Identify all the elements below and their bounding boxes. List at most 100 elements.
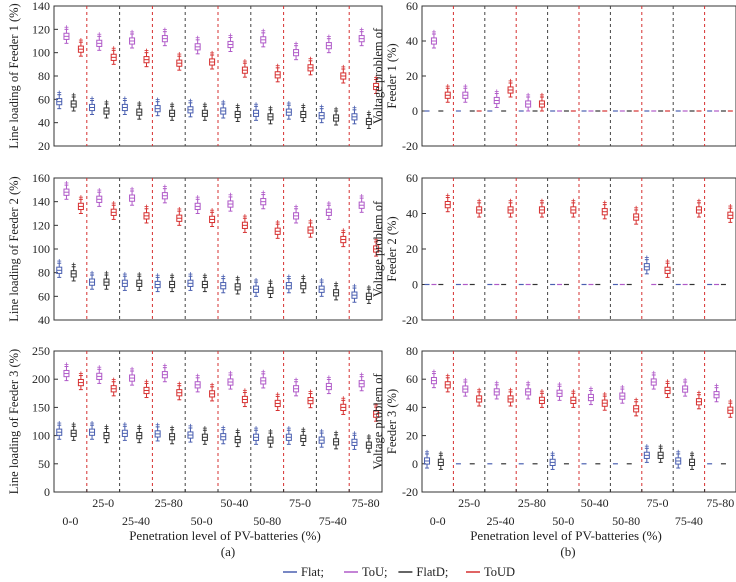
y-tick-label: 80 xyxy=(406,344,418,358)
y-tick-label: 100 xyxy=(32,242,50,256)
y-axis-label: Line loading of Feeder 2 (%) xyxy=(7,176,21,321)
y-tick-label: -20 xyxy=(402,485,418,499)
box-tou-75-0 xyxy=(293,377,300,397)
box-flat-75-0 xyxy=(285,426,292,445)
y-tick-label: -20 xyxy=(402,139,418,153)
box-toud-25-40 xyxy=(143,48,150,68)
box-flat-25-80 xyxy=(154,273,161,293)
box-toud-50-40 xyxy=(601,392,608,411)
y-tick-label: 40 xyxy=(38,116,50,130)
box-flat-50-0 xyxy=(187,423,194,443)
y-tick-label: 0 xyxy=(412,278,418,292)
box-toud-75-0 xyxy=(307,218,314,238)
box-tou-50-0 xyxy=(194,195,201,214)
box-toud-50-80 xyxy=(633,205,640,225)
box-flat-25-80 xyxy=(154,422,161,442)
box-tou-50-0 xyxy=(194,373,201,393)
plot-frame xyxy=(421,350,736,493)
box-tou-75-40 xyxy=(682,377,689,397)
box-flatd-75-40 xyxy=(333,430,340,450)
box-flat-50-80 xyxy=(253,426,260,445)
x-tick-label: 75-40 xyxy=(675,514,703,528)
legend: Flat; ToU; FlatD; ToUD xyxy=(283,565,515,579)
box-flatd-50-80 xyxy=(267,428,274,448)
box-toud-25-80 xyxy=(538,389,545,408)
box-toud-75-0 xyxy=(307,56,314,76)
box-flatd-25-40 xyxy=(136,272,143,291)
box-flatd-50-0 xyxy=(201,102,208,121)
y-tick-label: 100 xyxy=(32,429,50,443)
box-flat-75-0 xyxy=(285,274,292,294)
box-flatd-25-80 xyxy=(169,425,176,445)
box-flat-50-40 xyxy=(220,99,227,119)
box-toud-0-0 xyxy=(444,84,451,103)
box-toud-50-40 xyxy=(601,200,608,220)
box-tou-25-0 xyxy=(96,188,103,207)
box-tou-75-0 xyxy=(650,370,657,390)
box-flatd-50-0 xyxy=(201,273,208,293)
box-toud-25-40 xyxy=(507,78,514,98)
box-tou-25-40 xyxy=(493,380,500,400)
box-toud-25-40 xyxy=(507,387,514,407)
legend-label: ToU; xyxy=(362,565,388,579)
box-tou-50-40 xyxy=(227,192,234,212)
legend-item-flat: Flat; xyxy=(283,565,324,579)
box-flatd-25-40 xyxy=(136,101,143,120)
box-toud-75-0 xyxy=(664,259,671,278)
legend-item-toud: ToUD xyxy=(466,565,515,579)
box-flatd-25-0 xyxy=(103,99,110,119)
y-tick-label: 140 xyxy=(32,195,50,209)
box-toud-75-80 xyxy=(727,204,734,223)
x-tick-label: 25-40 xyxy=(122,514,150,528)
box-toud-50-40 xyxy=(241,214,248,233)
y-tick-label: 20 xyxy=(38,139,50,153)
panel-a-feeder1: 20 40 60 80 100 120 140 Line loading of Feeder … xyxy=(7,0,383,153)
box-tou-50-40 xyxy=(587,386,594,406)
y-tick-label: 60 xyxy=(406,0,418,13)
box-toud-75-0 xyxy=(307,389,314,409)
x-tick-label: 75-0 xyxy=(647,496,669,510)
box-tou-25-40 xyxy=(129,186,136,206)
box-flatd-50-80 xyxy=(267,105,274,125)
box-tou-75-80 xyxy=(358,372,365,392)
box-flat-25-80 xyxy=(154,97,161,117)
box-flat-25-40 xyxy=(121,272,128,291)
panel-a-feeder3: 0 50 100 150 200 250 Line loading of Feeder 3 … xyxy=(7,344,383,528)
box-flatd-75-0 xyxy=(300,427,307,446)
y-tick-label: 40 xyxy=(406,207,418,221)
box-flatd-75-80 xyxy=(365,434,372,453)
box-toud-75-80 xyxy=(727,399,734,418)
x-tick-label: 50-0 xyxy=(552,514,574,528)
box-tou-0-0 xyxy=(63,180,70,200)
y-tick-label: 80 xyxy=(38,266,50,280)
box-flat-75-0 xyxy=(643,444,650,463)
box-flatd-50-40 xyxy=(234,275,241,295)
box-flat-75-0 xyxy=(643,255,650,275)
box-flatd-0-0 xyxy=(437,451,444,470)
x-tick-label: 75-40 xyxy=(319,514,347,528)
box-flat-0-0 xyxy=(56,259,63,278)
x-tick-label: 50-80 xyxy=(612,514,640,528)
y-tick-label: 120 xyxy=(32,22,50,36)
box-flat-75-40 xyxy=(675,449,682,469)
box-tou-50-0 xyxy=(556,382,563,401)
box-flat-0-0 xyxy=(56,421,63,440)
box-toud-75-40 xyxy=(695,198,702,218)
box-tou-50-80 xyxy=(619,384,626,404)
box-flat-75-40 xyxy=(318,278,325,297)
box-flatd-75-80 xyxy=(365,285,372,304)
y-tick-label: 100 xyxy=(32,46,50,60)
box-tou-50-40 xyxy=(227,370,234,390)
box-toud-0-0 xyxy=(444,193,451,213)
box-tou-75-80 xyxy=(358,27,365,47)
box-flat-25-0 xyxy=(89,96,96,115)
box-tou-75-40 xyxy=(325,34,332,54)
box-flatd-75-0 xyxy=(300,274,307,294)
box-tou-0-0 xyxy=(430,29,437,49)
box-flatd-0-0 xyxy=(70,92,77,112)
box-tou-75-0 xyxy=(293,41,300,61)
box-toud-50-0 xyxy=(209,208,216,228)
legend-label: FlatD; xyxy=(416,565,448,579)
panel-b-feeder3: -20 0 20 40 60 80 Voltage problem of Feeder 3 (… xyxy=(371,344,736,528)
